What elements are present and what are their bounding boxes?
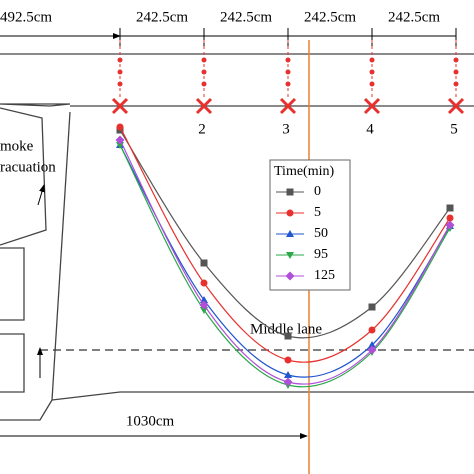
- sensor-dot: [453, 69, 459, 75]
- legend-title: Time(min): [274, 164, 334, 179]
- tunnel-outline: [0, 33, 474, 474]
- marker: [286, 230, 294, 237]
- dim-label: 242.5cm: [220, 9, 272, 25]
- sensor-dot: [117, 57, 123, 63]
- dim-label: 242.5cm: [388, 9, 440, 25]
- marker: [286, 252, 294, 259]
- dim-label: 492.5cm: [0, 9, 52, 25]
- sensor-dot: [201, 57, 207, 63]
- legend-box: [269, 159, 351, 291]
- fire-mark: [363, 97, 381, 115]
- sensor-dot: [369, 57, 375, 63]
- marker: [286, 188, 294, 196]
- sensor-dot: [453, 57, 459, 63]
- marker: [116, 123, 124, 131]
- sensor-dot: [369, 69, 375, 75]
- marker: [368, 326, 376, 334]
- point-label: 2: [198, 121, 206, 137]
- marker: [115, 135, 125, 145]
- point-label: 3: [282, 121, 290, 137]
- sensor-dot: [117, 69, 123, 75]
- legend-label: 50: [314, 226, 328, 241]
- marker: [446, 204, 454, 212]
- marker: [284, 371, 292, 378]
- marker: [367, 345, 377, 355]
- fire-mark: [111, 97, 129, 115]
- sensor-dot: [285, 81, 291, 87]
- marker: [284, 332, 292, 340]
- fire-mark: [195, 97, 213, 115]
- dim-label: 242.5cm: [136, 9, 188, 25]
- marker: [368, 341, 376, 348]
- marker: [286, 209, 294, 217]
- smoke-label: moke: [0, 138, 34, 154]
- sensor-dot: [285, 57, 291, 63]
- sensor-dot: [201, 81, 207, 87]
- curve: [119, 126, 451, 363]
- dim-label: 1030cm: [126, 413, 175, 429]
- sensor-dot: [201, 69, 207, 75]
- legend-label: 95: [314, 247, 328, 262]
- marker: [200, 279, 208, 287]
- marker: [200, 259, 208, 267]
- marker: [283, 377, 293, 387]
- marker: [445, 220, 455, 230]
- legend-label: 0: [314, 184, 321, 199]
- sensor-dot: [369, 81, 375, 87]
- point-label: 4: [366, 121, 374, 137]
- dim-label: 242.5cm: [304, 9, 356, 25]
- smoke-label: racuation: [0, 159, 56, 175]
- sensor-dot: [453, 81, 459, 87]
- sensor-dot: [285, 69, 291, 75]
- sensor-dot: [117, 81, 123, 87]
- fire-mark: [447, 97, 465, 115]
- marker: [284, 356, 292, 364]
- marker: [285, 271, 295, 281]
- legend-label: 5: [314, 205, 321, 220]
- marker: [199, 300, 209, 310]
- marker: [368, 303, 376, 311]
- marker: [446, 214, 454, 222]
- point-label: 5: [450, 121, 458, 137]
- fire-mark: [279, 97, 297, 115]
- legend-label: 125: [314, 268, 335, 283]
- middle-lane-label: Middle lane: [250, 321, 322, 337]
